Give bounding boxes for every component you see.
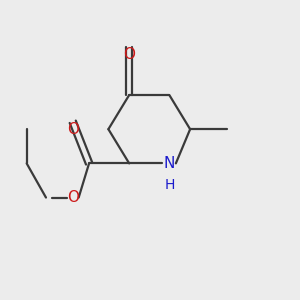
Text: O: O bbox=[67, 190, 79, 205]
Text: N: N bbox=[164, 156, 175, 171]
Text: H: H bbox=[164, 178, 175, 192]
Text: O: O bbox=[67, 122, 79, 137]
Text: O: O bbox=[123, 47, 135, 62]
